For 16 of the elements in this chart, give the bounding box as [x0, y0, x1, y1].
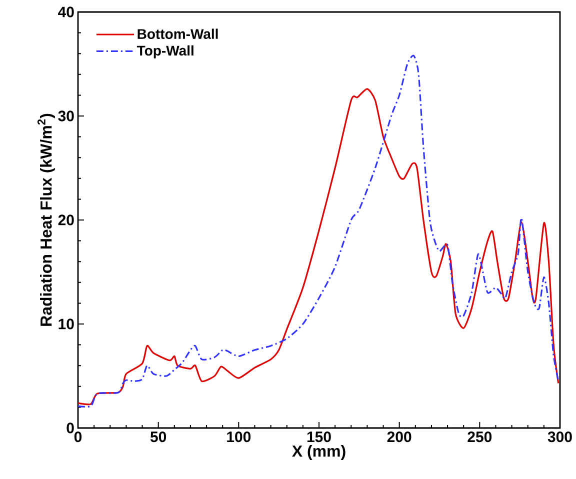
x-tick-label: 150: [307, 432, 331, 442]
x-tick-label: 50: [150, 432, 166, 442]
legend-label: Top-Wall: [136, 45, 194, 58]
y-tick-label: 10: [58, 318, 74, 330]
x-tick-label: 100: [227, 432, 251, 442]
y-tick-label: 20: [58, 214, 74, 226]
x-tick-label: 250: [468, 432, 492, 442]
y-tick-label: 30: [58, 110, 74, 122]
y-axis-title: Radiation Heat Flux (kW/m$^{2}$): [38, 114, 55, 326]
y-tick-label: 40: [58, 6, 74, 18]
x-tick-label: 200: [387, 432, 412, 442]
x-tick-label: 300: [548, 432, 572, 442]
x-axis-title: X (mm): [292, 445, 346, 460]
y-tick-label: 0: [66, 422, 74, 434]
x-tick-label: 0: [74, 432, 82, 442]
legend-label: Bottom-Wall: [138, 28, 218, 39]
